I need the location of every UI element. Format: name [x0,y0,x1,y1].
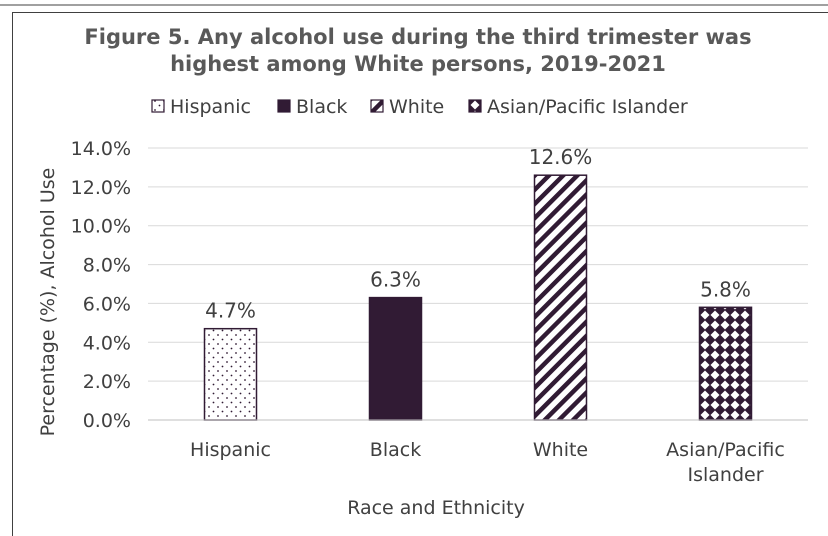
legend-swatch [277,99,291,113]
legend-swatch [468,99,482,113]
bars: 4.7% 6.3% 12.6% 5.8% [203,145,753,421]
y-tick-label: 10.0% [71,216,131,238]
legend-swatch [370,99,384,113]
legend-swatch [151,99,165,113]
data-label: 5.8% [700,277,751,301]
y-tick-label: 14.0% [71,138,131,160]
x-tick-label: Asian/Pacific Islander [666,439,785,486]
y-tick-label: 6.0% [83,293,131,315]
chart-title-line: Figure 5. Any alcohol use during the thi… [84,25,751,49]
legend-label: Hispanic [170,96,251,118]
y-axis-title: Percentage (%), Alcohol Use [37,168,59,437]
chart-title: Figure 5. Any alcohol use during the thi… [84,25,751,76]
data-label: 12.6% [529,145,593,169]
legend-label: Black [296,96,347,118]
legend-item: White [370,96,444,118]
legend-item: Asian/Pacific Islander [468,96,688,118]
legend-label: White [389,96,444,118]
legend-item: Black [277,96,347,118]
bar [533,174,588,421]
bar [203,327,258,421]
gridlines [148,147,808,382]
bar [368,296,423,421]
x-tick-label: Black [370,439,421,461]
y-tick-label: 2.0% [83,371,131,393]
bar [698,306,753,421]
legend-item: Hispanic [151,96,251,118]
data-label: 4.7% [205,299,256,323]
x-tick-label: White [533,439,588,461]
y-tick-label: 8.0% [83,255,131,277]
chart-border [12,12,828,536]
x-tick-label: Hispanic [190,439,271,461]
chart-legend: Hispanic Black White Asian/Pacific Islander [151,96,688,118]
x-axis-title: Race and Ethnicity [347,497,525,519]
x-axis-tick-labels: Hispanic Black White Asian/Pacific Islander [190,439,785,486]
y-tick-label: 12.0% [71,177,131,199]
y-axis-tick-labels: 0.0% 2.0% 4.0% 6.0% 8.0% 10.0% 12.0% 14.0% [71,138,131,432]
legend-label: Asian/Pacific Islander [487,96,688,118]
chart-title-line: highest among White persons, 2019-2021 [170,52,666,76]
y-tick-label: 0.0% [83,410,131,432]
y-tick-label: 4.0% [83,332,131,354]
data-label: 6.3% [370,268,421,292]
